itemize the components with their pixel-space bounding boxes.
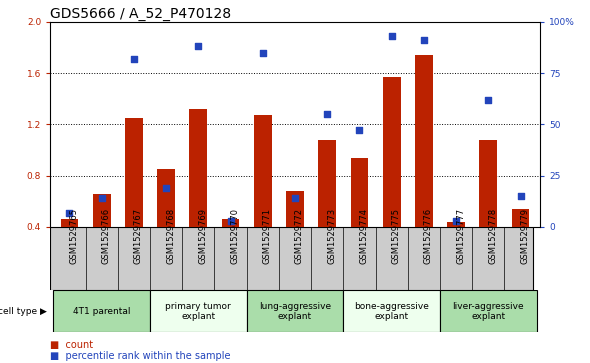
Bar [93, 193, 110, 227]
Text: GSM1529775: GSM1529775 [392, 208, 401, 264]
Bar [350, 158, 368, 227]
Point [65, 209, 74, 215]
Point [484, 97, 493, 103]
Point [516, 193, 525, 199]
Point [355, 127, 364, 133]
Point [97, 195, 106, 201]
Bar [222, 219, 240, 227]
Point [226, 218, 235, 224]
Text: GSM1529770: GSM1529770 [231, 208, 240, 264]
Bar [189, 109, 207, 227]
Bar [319, 140, 336, 227]
Text: GSM1529773: GSM1529773 [327, 208, 336, 265]
Point [451, 218, 461, 224]
Text: GSM1529771: GSM1529771 [263, 208, 272, 264]
Bar [512, 209, 529, 227]
Point [258, 50, 267, 56]
Text: GSM1529767: GSM1529767 [134, 208, 143, 265]
Text: GSM1529768: GSM1529768 [166, 208, 175, 265]
Text: bone-aggressive
explant: bone-aggressive explant [354, 302, 429, 321]
Bar [53, 290, 150, 332]
Point [194, 44, 203, 49]
Text: GSM1529778: GSM1529778 [489, 208, 497, 265]
Bar [480, 140, 497, 227]
Bar [383, 77, 401, 227]
Text: GSM1529776: GSM1529776 [424, 208, 433, 265]
Text: GSM1529777: GSM1529777 [456, 208, 465, 265]
Bar [440, 290, 537, 332]
Bar [247, 290, 343, 332]
Bar [254, 115, 271, 227]
Text: ■  count: ■ count [50, 340, 93, 350]
Bar [125, 118, 143, 227]
Text: GSM1529772: GSM1529772 [295, 208, 304, 264]
Text: liver-aggressive
explant: liver-aggressive explant [453, 302, 524, 321]
Text: lung-aggressive
explant: lung-aggressive explant [259, 302, 331, 321]
Text: 4T1 parental: 4T1 parental [73, 307, 130, 316]
Text: GSM1529779: GSM1529779 [520, 208, 529, 264]
Text: cell type ▶: cell type ▶ [0, 307, 47, 316]
Point [323, 111, 332, 117]
Point [387, 33, 396, 39]
Text: GDS5666 / A_52_P470128: GDS5666 / A_52_P470128 [50, 7, 231, 21]
Point [162, 185, 171, 191]
Bar [286, 191, 304, 227]
Text: GSM1529765: GSM1529765 [70, 208, 78, 264]
Bar [415, 55, 432, 227]
Point [419, 37, 428, 43]
Text: GSM1529774: GSM1529774 [359, 208, 368, 264]
Bar [158, 169, 175, 227]
Text: ■  percentile rank within the sample: ■ percentile rank within the sample [50, 351, 231, 361]
Point [129, 56, 139, 62]
Point [290, 195, 300, 201]
Bar [447, 222, 465, 227]
Bar [150, 290, 247, 332]
Text: GSM1529769: GSM1529769 [198, 208, 207, 264]
Bar [61, 219, 78, 227]
Bar [343, 290, 440, 332]
Text: primary tumor
explant: primary tumor explant [165, 302, 231, 321]
Text: GSM1529766: GSM1529766 [101, 208, 111, 265]
